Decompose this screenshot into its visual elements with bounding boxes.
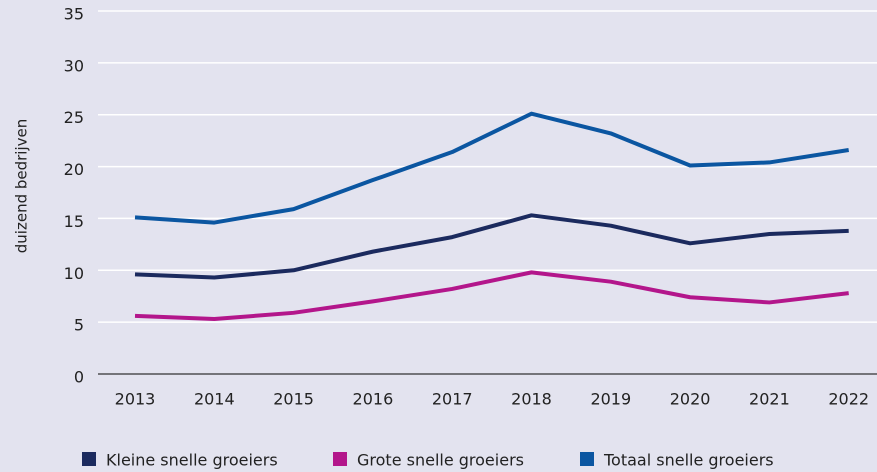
series-line bbox=[134, 213, 849, 280]
y-tick-label: 25 bbox=[64, 108, 84, 127]
series-line bbox=[134, 270, 849, 322]
x-tick-label: 2016 bbox=[353, 390, 394, 409]
y-tick-label: 15 bbox=[64, 212, 84, 231]
x-tick-label: 2014 bbox=[194, 390, 235, 409]
x-tick-label: 2015 bbox=[273, 390, 314, 409]
legend-swatch bbox=[333, 452, 347, 466]
legend-label: Totaal snelle groeiers bbox=[603, 451, 774, 470]
y-tick-label: 10 bbox=[64, 264, 84, 283]
legend-label: Grote snelle groeiers bbox=[357, 451, 524, 470]
legend-swatch bbox=[580, 452, 594, 466]
y-tick-label: 35 bbox=[64, 5, 84, 24]
legend-label: Kleine snelle groeiers bbox=[106, 451, 278, 470]
x-tick-label: 2017 bbox=[432, 390, 473, 409]
y-tick-label: 30 bbox=[64, 56, 84, 75]
legend-swatch bbox=[82, 452, 96, 466]
y-axis-label: duizend bedrijven bbox=[13, 119, 31, 253]
y-tick-label: 5 bbox=[74, 316, 84, 335]
series-line bbox=[134, 111, 850, 225]
x-tick-label: 2021 bbox=[749, 390, 790, 409]
x-tick-label: 2022 bbox=[828, 390, 869, 409]
y-tick-label: 0 bbox=[74, 368, 84, 387]
x-tick-label: 2018 bbox=[511, 390, 552, 409]
x-tick-label: 2013 bbox=[115, 390, 156, 409]
y-tick-label: 20 bbox=[64, 160, 84, 179]
x-tick-label: 2020 bbox=[670, 390, 711, 409]
x-tick-label: 2019 bbox=[590, 390, 631, 409]
